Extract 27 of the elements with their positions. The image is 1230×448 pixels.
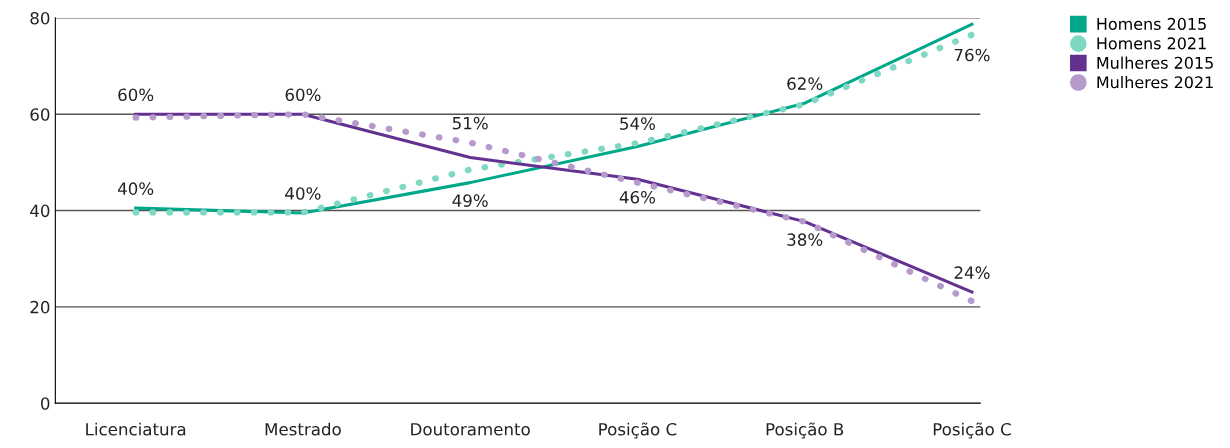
annotation: 51% — [452, 116, 488, 130]
annotation: 60% — [118, 88, 154, 102]
annotation: 60% — [285, 88, 321, 102]
annotation: 38% — [787, 233, 823, 246]
annotation: 40% — [285, 187, 321, 200]
x-tick-label: Posição C — [933, 422, 1011, 439]
legend-label: Mulheres 2021 — [1097, 75, 1213, 89]
annotation: 40% — [117, 182, 154, 195]
x-tick-label: Posição B — [766, 422, 844, 439]
legend-label: Mulheres 2015 — [1097, 56, 1213, 69]
annotation: 24% — [954, 266, 990, 279]
annotation: 54% — [620, 117, 656, 130]
x-tick-label: Licenciatura — [86, 422, 186, 436]
legend-label: Homens 2015 — [1097, 17, 1206, 30]
y-tick-label: 60 — [30, 108, 50, 121]
x-tick-label: Doutoramento — [411, 423, 530, 436]
annotation: 49% — [452, 194, 488, 207]
legend-label: Homens 2021 — [1097, 37, 1206, 50]
annotation: 46% — [619, 190, 656, 204]
y-tick-label: 20 — [30, 300, 50, 314]
annotation: 76% — [954, 48, 990, 62]
annotation: 62% — [787, 77, 823, 90]
y-tick-label: 80 — [30, 11, 50, 25]
y-tick-label: 0 — [40, 397, 50, 410]
x-tick-label: Posição C — [599, 422, 677, 439]
x-tick-label: Mestrado — [265, 422, 341, 436]
y-tick-label: 40 — [30, 204, 50, 218]
